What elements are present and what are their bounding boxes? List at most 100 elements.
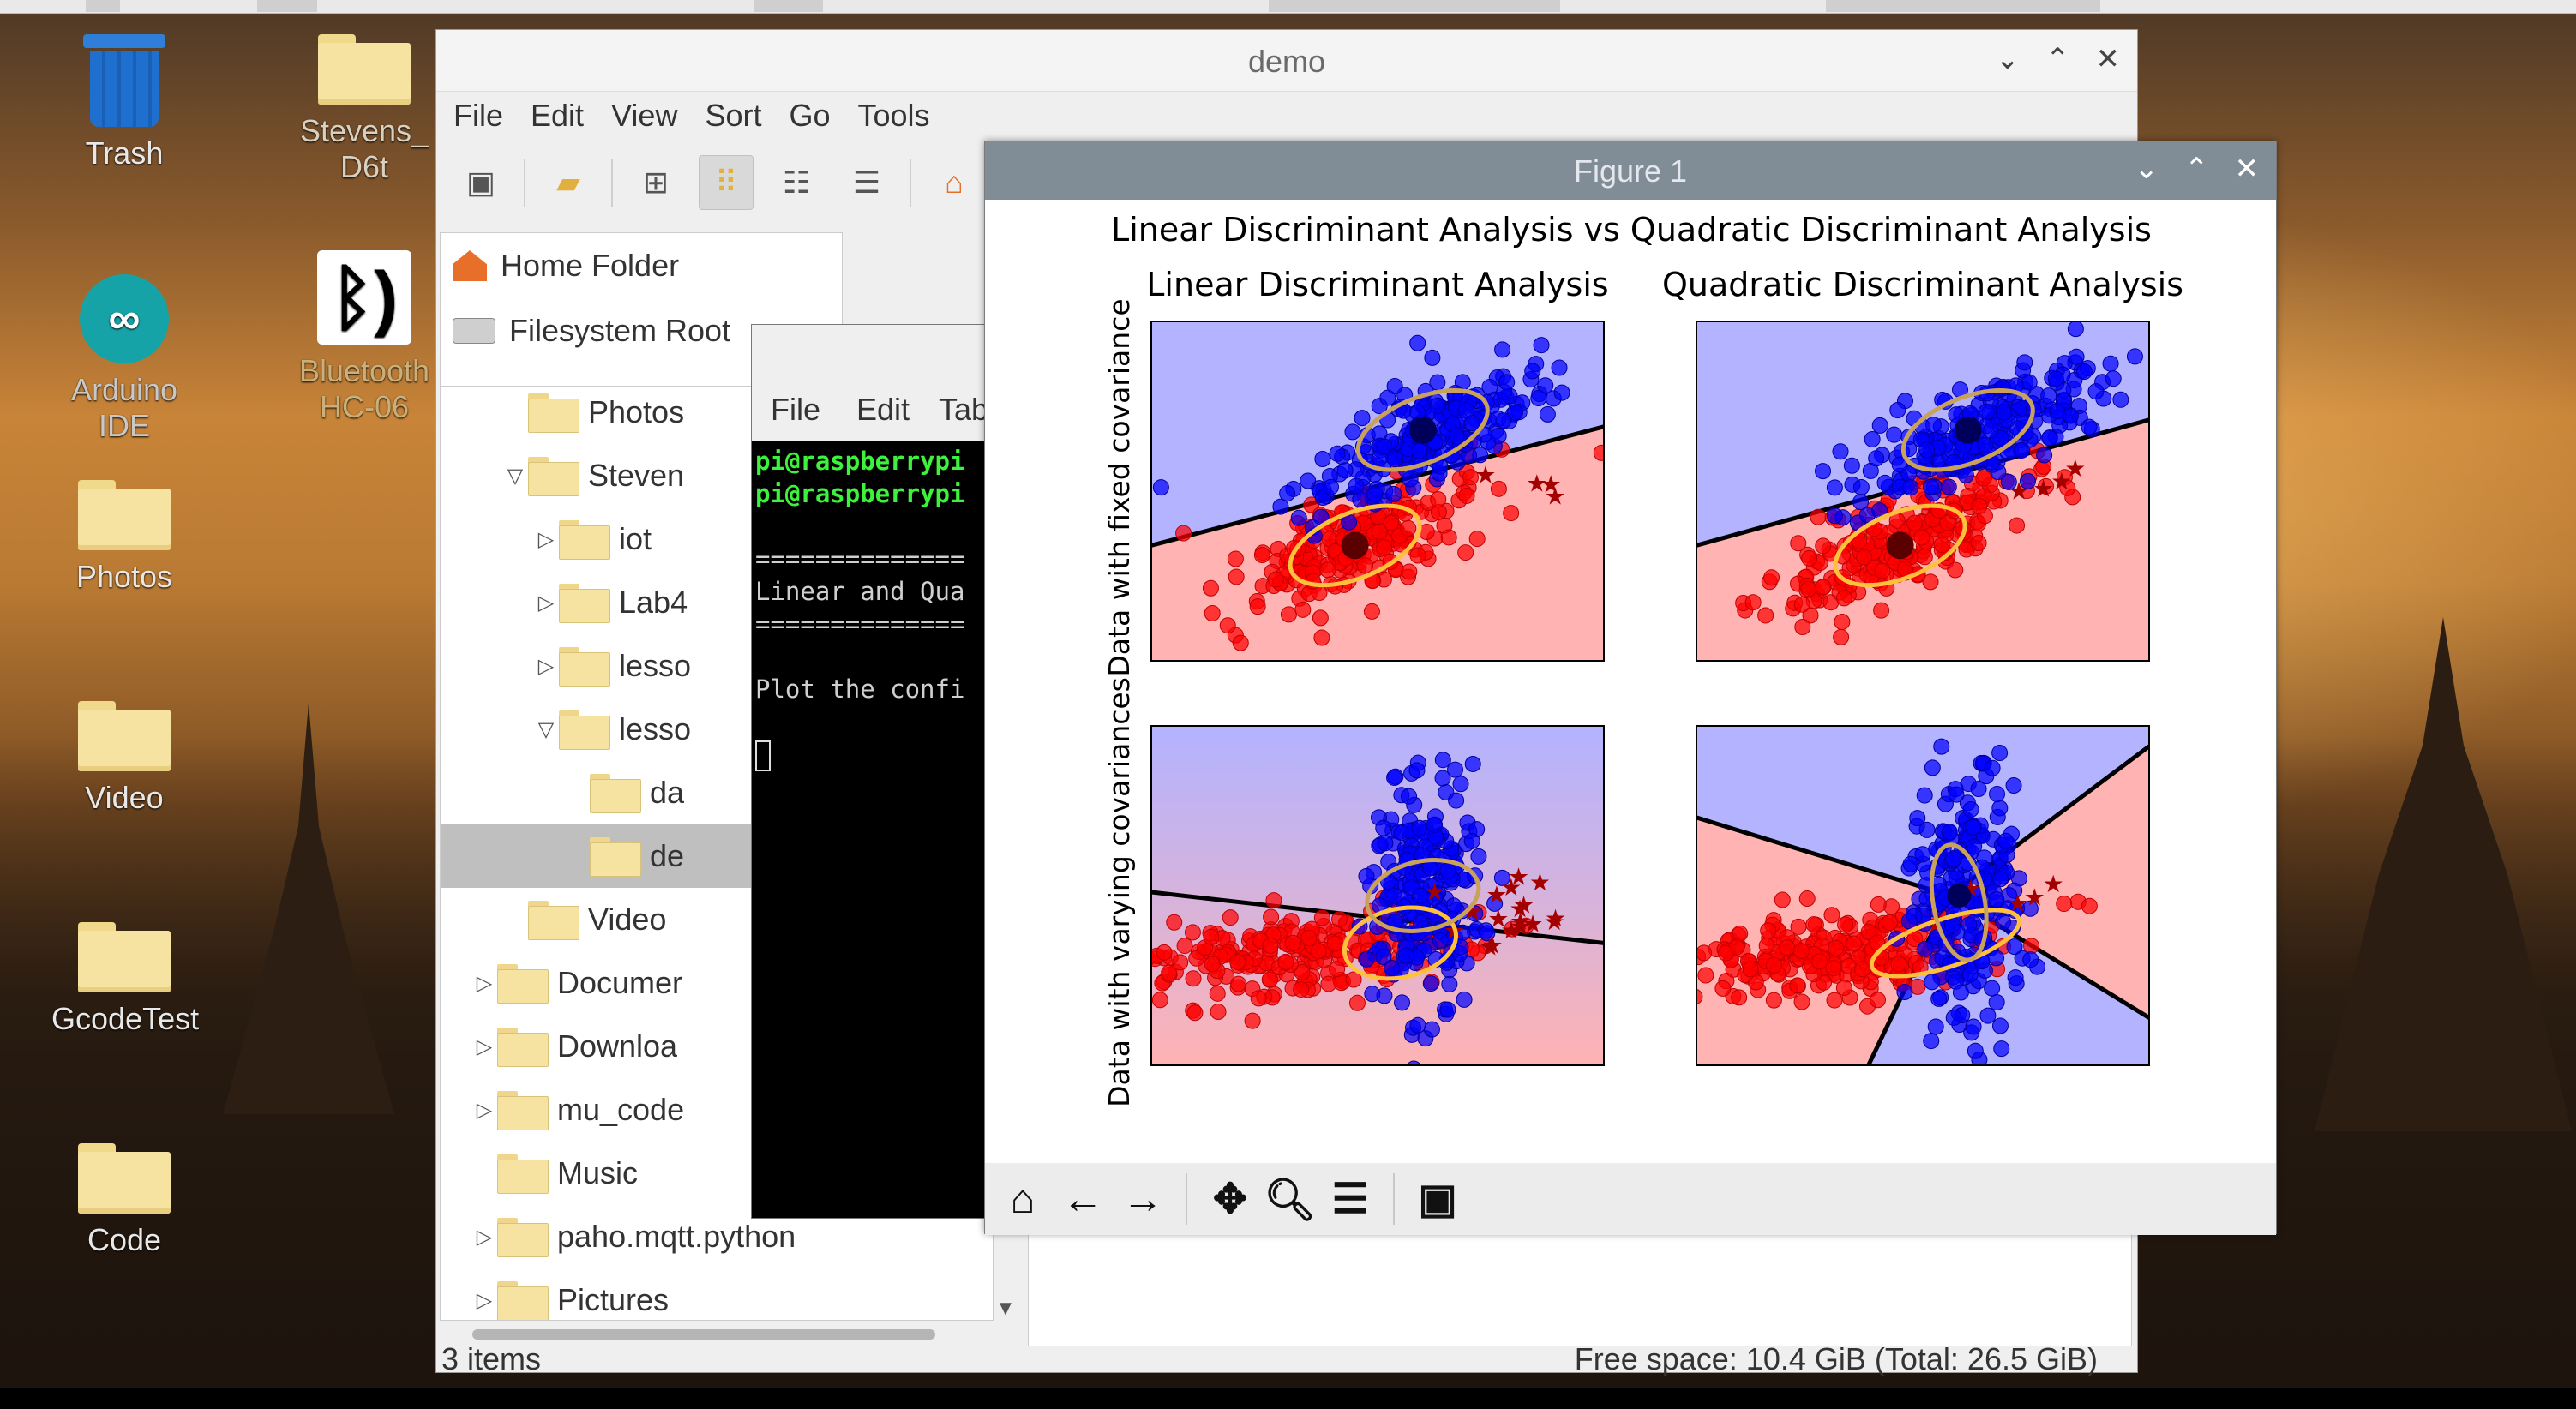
close-icon[interactable]: ✕ (2234, 153, 2260, 185)
tree-item[interactable]: ▷ mu_code (441, 1078, 993, 1142)
scrollbar-thumb[interactable] (472, 1329, 935, 1340)
horizontal-scrollbar[interactable] (440, 1321, 994, 1346)
scatter-point-class-1 (1506, 404, 1523, 421)
forward-icon[interactable]: → (1122, 1176, 1163, 1222)
desktop-icon-trash[interactable]: Trash (51, 34, 197, 171)
new-folder-icon[interactable]: ▰ (556, 165, 580, 200)
scatter-point-class-0 (1440, 529, 1457, 546)
tree-item-label: Lab4 (619, 585, 688, 620)
menu-edit[interactable]: Edit (531, 98, 585, 133)
scatter-point-class-0 (1319, 561, 1336, 579)
scatter-point-class-0 (1906, 514, 1923, 531)
scroll-down-icon[interactable]: ▼ (995, 1297, 1016, 1320)
expand-right-icon[interactable]: ▷ (537, 654, 555, 678)
scatter-point-class-1 (1941, 824, 1958, 841)
desktop-icon-code[interactable]: Code (51, 1143, 197, 1258)
figure-titlebar[interactable]: Figure 1 ⌄ ⌃ ✕ (985, 141, 2276, 200)
taskbar-button[interactable] (754, 0, 823, 12)
desktop-icon-photos[interactable]: Photos (51, 480, 197, 595)
menu-edit[interactable]: Edit (856, 392, 910, 427)
misclassified-point: ★ (1545, 905, 1566, 932)
tree-item[interactable]: ▷ Downloa (441, 1015, 993, 1078)
close-icon[interactable]: ✕ (2095, 43, 2121, 75)
zoom-icon[interactable]: 🔍︎ (1264, 1177, 1317, 1223)
expand-right-icon[interactable]: ▷ (537, 591, 555, 615)
row-label-fixed: Data with fixed covariance (1102, 298, 1136, 676)
folder-icon (497, 1218, 549, 1257)
tree-item[interactable]: ▷ Lab4 (441, 571, 993, 634)
tree-item[interactable]: ▷ lesso (441, 634, 993, 698)
desktop-icon-gcodetest[interactable]: GcodeTest (51, 922, 199, 1037)
expand-right-icon[interactable]: ▷ (476, 1034, 493, 1058)
expand-right-icon[interactable]: ▷ (476, 1098, 493, 1122)
minimize-icon[interactable]: ⌄ (2134, 153, 2159, 185)
desktop-icon-bluetooth[interactable]: ᛒ) Bluetooth HC-06 (291, 250, 437, 425)
window-title: Figure 1 (1573, 153, 1688, 189)
taskbar-button[interactable] (1269, 0, 1560, 12)
menu-tools[interactable]: Tools (857, 98, 930, 133)
minimize-icon[interactable]: ⌄ (1995, 43, 2021, 75)
pan-icon[interactable]: ✥ (1212, 1177, 1248, 1222)
maximize-icon[interactable]: ⌃ (2045, 43, 2070, 75)
menu-tab[interactable]: Tab (939, 392, 989, 427)
scatter-point-class-1 (1891, 456, 1908, 473)
menu-go[interactable]: Go (789, 98, 831, 133)
expand-right-icon[interactable]: ▷ (476, 1225, 493, 1249)
file-manager-toolbar: ▣ ▰ ⊞ ⠿ ☷ ☰ ⌂ (436, 140, 2137, 225)
taskbar-button[interactable] (1826, 0, 2100, 12)
configure-icon[interactable]: ☰ (1331, 1177, 1369, 1222)
tree-item[interactable]: ▽ lesso (441, 698, 993, 761)
list-view-icon[interactable]: ☰ (852, 165, 881, 200)
misclassified-point: ★ (1544, 908, 1565, 935)
back-icon[interactable]: ← (1062, 1176, 1103, 1222)
expand-down-icon[interactable]: ▽ (537, 717, 555, 741)
home-icon[interactable]: ⌂ (945, 165, 964, 200)
taskbar-button[interactable] (257, 0, 317, 12)
compact-view-icon[interactable]: ☷ (782, 165, 811, 200)
place-home-folder[interactable]: Home Folder (441, 233, 842, 298)
folder-icon (559, 710, 610, 750)
tree-item[interactable]: da (441, 761, 993, 824)
menu-file[interactable]: File (771, 392, 821, 427)
desktop-icon-stevens[interactable]: Stevens_D6t (291, 34, 437, 185)
scatter-point-class-1 (2126, 348, 2143, 365)
maximize-icon[interactable]: ⌃ (2184, 153, 2209, 185)
home-icon[interactable]: ⌂ (1010, 1176, 1036, 1222)
tree-item[interactable]: Photos (441, 387, 993, 444)
tree-item[interactable]: Music (441, 1142, 993, 1205)
scatter-point-class-1 (1909, 810, 1926, 827)
tree-item[interactable]: ▷ iot (441, 507, 993, 571)
tree-item[interactable]: ▷ Pictures (441, 1268, 993, 1320)
desktop-icon-video[interactable]: Video (51, 701, 197, 816)
scatter-point-class-1 (1470, 848, 1487, 865)
tree-item[interactable]: ▽ Steven (441, 444, 993, 507)
misclassified-point: ★ (2024, 884, 2045, 911)
scatter-point-class-1 (2102, 355, 2119, 372)
thumbnail-view-icon[interactable]: ⊞ (642, 165, 670, 200)
scatter-point-class-0 (1209, 985, 1226, 1002)
file-manager-titlebar[interactable]: demo ⌄ ⌃ ✕ (436, 30, 2137, 92)
scatter-point-class-1 (2022, 951, 2039, 968)
save-icon[interactable]: ▣ (1418, 1177, 1457, 1222)
expand-down-icon[interactable]: ▽ (507, 464, 524, 488)
scatter-point-class-0 (1646, 961, 1661, 976)
new-window-icon[interactable]: ▣ (465, 165, 495, 200)
tree-item[interactable]: Video (441, 888, 993, 951)
tree-item[interactable]: ▷ paho.mqtt.python (441, 1205, 993, 1268)
scatter-point-class-0 (1280, 606, 1297, 623)
place-filesystem-root[interactable]: Filesystem Root (441, 298, 842, 363)
menu-view[interactable]: View (611, 98, 678, 133)
figure-canvas[interactable]: Linear Discriminant Analysis vs Quadrati… (985, 200, 2278, 1134)
icon-view-icon[interactable]: ⠿ (699, 155, 754, 210)
taskbar-button[interactable] (86, 0, 120, 12)
menu-file[interactable]: File (453, 98, 504, 133)
menu-sort[interactable]: Sort (705, 98, 762, 133)
folder-icon (318, 34, 411, 105)
expand-right-icon[interactable]: ▷ (476, 1288, 493, 1312)
expand-right-icon[interactable]: ▷ (476, 971, 493, 995)
tree-item[interactable]: ▷ Documer (441, 951, 993, 1015)
expand-right-icon[interactable]: ▷ (537, 527, 555, 551)
scatter-point-class-1 (1376, 438, 1393, 455)
scatter-point-class-1 (1991, 1017, 2009, 1034)
desktop-icon-arduino[interactable]: ∞ Arduino IDE (51, 274, 197, 444)
